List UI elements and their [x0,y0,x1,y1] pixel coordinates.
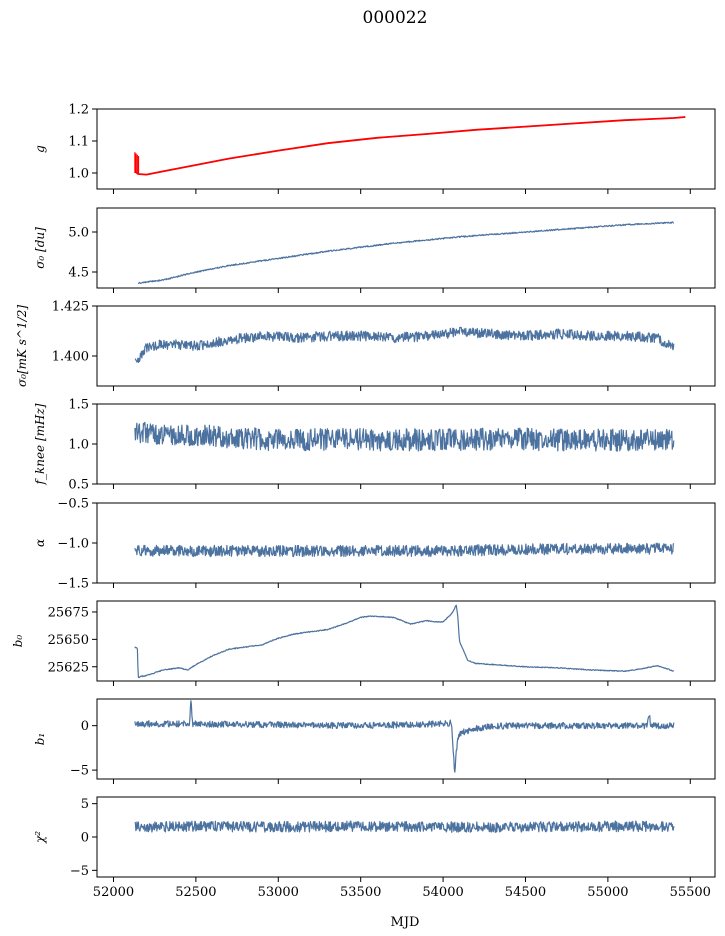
x-tick-label: 52000 [93,885,134,900]
panel-4: 1.5 1.0 0.5 f_knee [mHz] [33,398,716,493]
y-tick-label: 1.0 [68,167,89,182]
y-tick-label: 5 [81,797,89,812]
x-tick-label: 54500 [505,885,546,900]
series-line-1 [134,116,686,176]
x-tick-label: 53000 [258,885,299,900]
axes-frame [96,698,716,780]
panels: 1.2 1.1 1.0 g 5.0 4.5 σ₀ [du] 1.425 1.400 σ₀[mK s… [11,103,716,900]
series-line-1 [134,820,675,833]
y-tick-label: −0.5 [57,497,89,512]
y-tick-label: 0 [81,831,89,846]
y-tick-label: 0 [81,719,89,734]
y-tick-label: 1.1 [68,135,89,150]
y-axis-label: b₁ [33,733,47,746]
x-tick-label: 55000 [587,885,628,900]
axes-frame [96,108,716,190]
y-tick-label: 25625 [48,660,89,675]
panel-8: 5 0 −5 52000 52500 53000 53500 54000 54500 55000 5… [33,796,716,900]
panel-2: 5.0 4.5 σ₀ [du] [33,207,716,293]
axes-frame [96,207,716,289]
x-tick-label: 54000 [422,885,463,900]
y-tick-label: 4.5 [68,266,89,281]
axes-frame [96,502,716,584]
series-line-1 [134,700,675,773]
series-line-1 [134,326,675,363]
y-axis-label: f_knee [mHz] [33,403,47,485]
y-axis-label: σ₀[mK s^1/2] [15,305,29,387]
y-tick-label: 1.0 [68,438,89,453]
y-axis-label: χ² [33,831,47,844]
y-tick-label: 1.5 [68,398,89,413]
panel-3: 1.425 1.400 σ₀[mK s^1/2] [15,300,716,391]
y-axis-label: α [33,539,47,547]
y-tick-label: 1.425 [52,300,89,315]
x-tick-label: 55500 [670,885,711,900]
series-line-2 [134,116,686,176]
y-tick-label: −1.5 [57,577,89,592]
series-line-1 [137,221,674,284]
x-tick-label: 53500 [340,885,381,900]
panel-6: 25675 25650 25625 b₀ [11,600,716,686]
y-tick-label: −1.0 [57,537,89,552]
y-tick-label: −5 [70,764,89,779]
axes-frame [96,796,716,878]
y-tick-label: 25675 [48,605,89,620]
y-tick-label: −5 [70,864,89,879]
series-line-1 [134,421,675,452]
axes-frame [96,305,716,387]
y-tick-label: 1.2 [68,103,89,118]
y-tick-label: 1.400 [52,350,89,365]
x-axis-label: MJD [391,915,420,930]
y-axis-label: σ₀ [du] [33,227,47,269]
panel-1: 1.2 1.1 1.0 g [33,103,716,194]
y-tick-label: 25650 [48,633,89,648]
figure-title: 000022 [363,8,428,28]
x-tick-label: 52500 [175,885,216,900]
y-axis-label: b₀ [11,635,25,648]
panel-7: 0 −5 b₁ [33,698,716,784]
y-tick-label: 0.5 [68,478,89,493]
y-axis-label: g [33,145,47,153]
series-line-1 [134,542,675,558]
axes-frame [96,600,716,682]
panel-5: −0.5 −1.0 −1.5 α [33,497,716,592]
series-line-1 [134,604,675,679]
y-tick-label: 5.0 [68,226,89,241]
